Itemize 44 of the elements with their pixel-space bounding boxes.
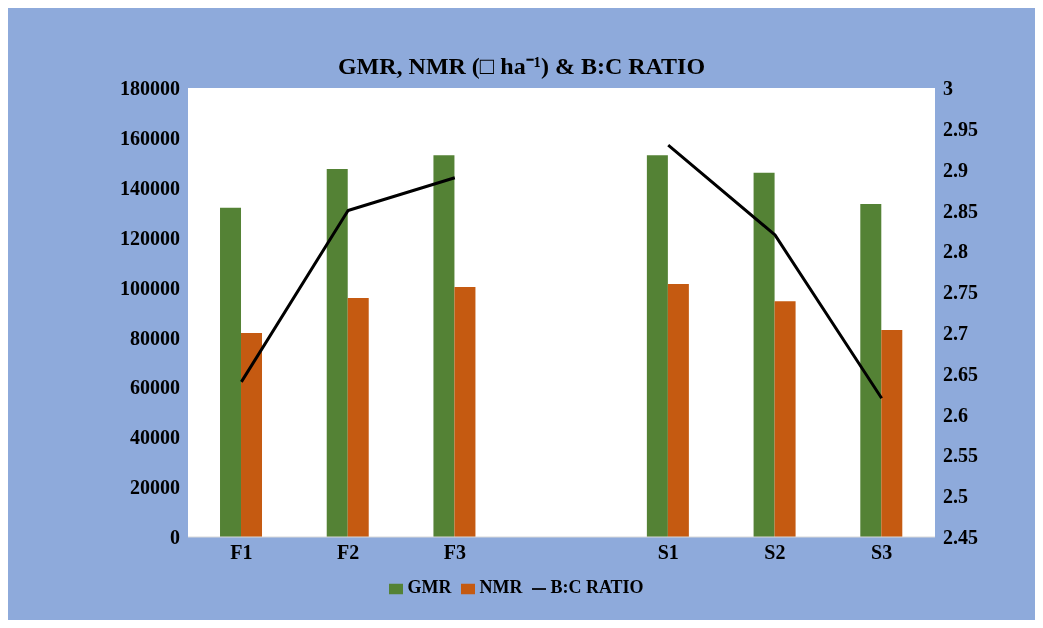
y-tick-label: 140000 — [120, 176, 180, 199]
x-tick-label: F2 — [336, 541, 360, 564]
y-tick-label: 20000 — [130, 476, 180, 499]
y2-tick-label: 2.75 — [943, 281, 978, 304]
y2-tick-label: 2.45 — [943, 526, 978, 549]
legend-label: NMR — [479, 577, 523, 597]
y2-tick-label: 2.9 — [943, 158, 968, 181]
y-tick-label: 160000 — [120, 126, 180, 149]
y-tick-label: 180000 — [120, 77, 180, 100]
legend-label: B:C RATIO — [550, 577, 644, 597]
y2-tick-label: 2.7 — [943, 322, 968, 345]
y2-tick-label: 2.95 — [943, 117, 978, 140]
y-tick-label: 40000 — [130, 426, 180, 449]
bar — [326, 169, 348, 537]
y-tick-label: 0 — [170, 526, 180, 549]
x-tick-label: S2 — [764, 541, 786, 564]
bar — [774, 301, 796, 537]
y-tick-label: 80000 — [130, 326, 180, 349]
bar — [220, 207, 242, 537]
bar — [667, 284, 689, 537]
y2-tick-label: 2.65 — [943, 362, 978, 385]
bar — [860, 203, 882, 537]
chart-title: GMR, NMR (□ ha⁻¹) & B:C RATIO — [337, 53, 706, 79]
y2-tick-label: 2.8 — [943, 240, 968, 263]
bar — [753, 172, 775, 537]
legend-label: GMR — [407, 577, 452, 597]
y2-tick-label: 2.5 — [943, 485, 968, 508]
y2-tick-label: 3 — [943, 77, 953, 100]
bar — [881, 329, 903, 537]
x-tick-label: F3 — [443, 541, 466, 564]
y2-tick-label: 2.55 — [943, 444, 978, 467]
y-tick-label: 60000 — [130, 376, 180, 399]
x-tick-label: F1 — [230, 541, 253, 564]
bar — [241, 332, 263, 537]
y-tick-label: 100000 — [120, 276, 180, 299]
y2-tick-label: 2.85 — [943, 199, 978, 222]
y2-tick-label: 2.6 — [943, 403, 968, 426]
bar — [347, 298, 369, 537]
x-tick-label: S3 — [871, 541, 893, 564]
bar — [646, 155, 668, 537]
bar — [454, 287, 476, 537]
x-tick-label: S1 — [657, 541, 679, 564]
y-tick-label: 120000 — [120, 226, 180, 249]
bar — [433, 155, 455, 537]
